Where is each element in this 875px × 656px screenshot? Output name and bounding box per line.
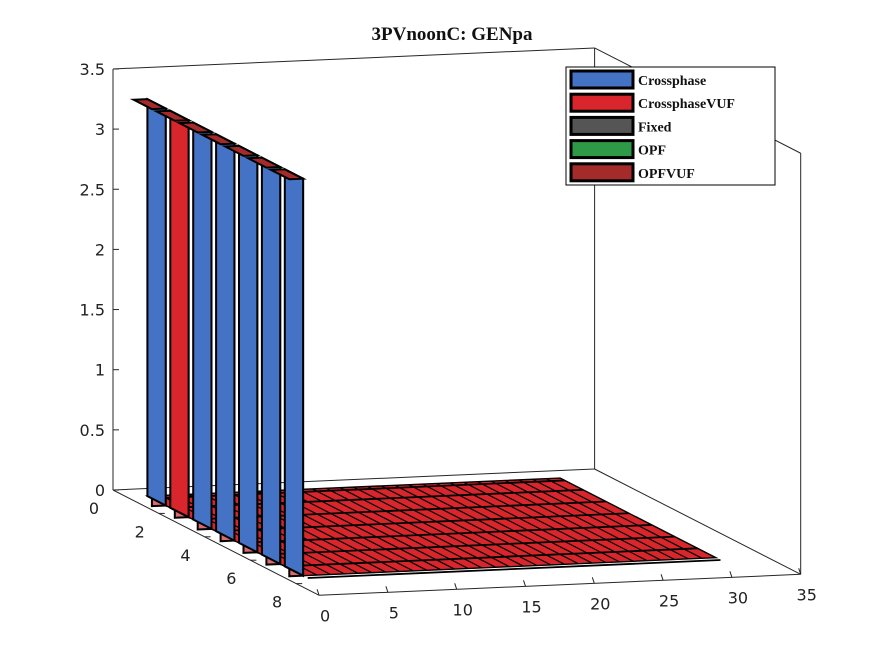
legend-swatch-1 bbox=[569, 92, 635, 113]
floor-col-line-20 bbox=[394, 484, 552, 566]
legend-label-1: CrossphaseVUF bbox=[638, 97, 735, 112]
y-tick-label-4: 8 bbox=[272, 593, 282, 612]
x-tick-label-6: 30 bbox=[728, 588, 748, 607]
y-tick-label-2: 4 bbox=[180, 546, 190, 565]
floor-col-line-22 bbox=[422, 483, 579, 565]
bar-top-row-4 bbox=[198, 133, 239, 146]
floor-col-line-10 bbox=[257, 490, 414, 572]
x-tick-0 bbox=[316, 589, 320, 596]
floor-row-line-7 bbox=[284, 547, 698, 568]
z-tick-label-3: 1.5 bbox=[80, 301, 105, 320]
x-tick-3 bbox=[523, 580, 526, 587]
bar-top-row-2 bbox=[152, 109, 193, 122]
floor-col-line-16 bbox=[339, 487, 497, 568]
y-tick-label-0: 0 bbox=[89, 499, 99, 518]
bar-side-row-5 bbox=[238, 144, 259, 554]
x-tick-6 bbox=[729, 571, 733, 578]
bar-side-row-7 bbox=[283, 167, 305, 578]
bar-surfaces bbox=[129, 97, 721, 579]
bar-side-row-4 bbox=[215, 132, 236, 543]
x-tick-label-3: 15 bbox=[521, 597, 541, 616]
box-front-edge-0 bbox=[319, 573, 801, 596]
legend-label-3: OPF bbox=[638, 144, 666, 159]
y-tick-label-3: 6 bbox=[226, 569, 236, 588]
z-tick-label-5: 2.5 bbox=[80, 180, 105, 199]
bar-side-row-6 bbox=[260, 155, 282, 566]
z-tick-label-2: 1 bbox=[95, 361, 105, 380]
bar-top-row-7 bbox=[267, 168, 307, 181]
floor-col-line-24 bbox=[449, 482, 607, 564]
floor-col-line-28 bbox=[504, 479, 662, 561]
legend-swatch-0 bbox=[569, 69, 635, 90]
bar-top-row-3 bbox=[175, 121, 216, 134]
x-tick-label-0: 0 bbox=[320, 606, 330, 625]
x-tick-label-4: 20 bbox=[590, 594, 610, 613]
box-edge-7 bbox=[112, 489, 320, 596]
floor-col-line-29 bbox=[518, 479, 675, 561]
floor-row-line-8 bbox=[307, 559, 721, 579]
legend-swatch-3 bbox=[569, 139, 635, 160]
box-edge-1 bbox=[112, 47, 595, 70]
x-tick-label-5: 25 bbox=[659, 591, 679, 610]
floor-col-line-26 bbox=[477, 481, 634, 562]
z-tick-label-6: 3 bbox=[95, 120, 105, 139]
x-tick-1 bbox=[385, 586, 389, 593]
x-tick-5 bbox=[660, 574, 664, 581]
x-tick-7 bbox=[798, 568, 802, 575]
axis-ticks bbox=[113, 68, 802, 596]
bar-top-row-5 bbox=[221, 144, 262, 157]
floor-col-line-31 bbox=[546, 478, 703, 559]
floor-col-line-13 bbox=[298, 488, 455, 570]
x-tick-label-2: 10 bbox=[453, 600, 473, 619]
legend-label-2: Fixed bbox=[638, 120, 672, 135]
floor-col-line-30 bbox=[532, 478, 689, 560]
floor-col-line-21 bbox=[408, 484, 565, 565]
legend-label-0: Crossphase bbox=[638, 74, 706, 89]
bar-top-row-1 bbox=[129, 98, 170, 111]
floor-col-line-12 bbox=[284, 489, 441, 571]
floor-row-line-6 bbox=[261, 535, 675, 556]
floor-col-line-25 bbox=[463, 481, 620, 563]
legend: Crossphase CrossphaseVUF Fixed OPF OPFVUF bbox=[565, 66, 776, 186]
floor-col-line-18 bbox=[367, 485, 524, 567]
floor-col-line-14 bbox=[312, 488, 469, 570]
floor-col-line-15 bbox=[325, 487, 483, 569]
bar-side-row-1 bbox=[146, 97, 167, 508]
axes-box-front bbox=[319, 573, 801, 596]
tick-labels: 0 0.5 1 1.5 2 2.5 3 3.5 0 5 10 15 20 25 30 35 0 2 4 6 8 bbox=[80, 60, 817, 625]
box-edge-6 bbox=[594, 468, 801, 575]
x-tick-label-1: 5 bbox=[389, 603, 399, 622]
y-tick-label-1: 2 bbox=[135, 522, 145, 541]
floor-row-line-5 bbox=[238, 524, 652, 544]
legend-swatch-2 bbox=[569, 115, 635, 136]
floor-col-line-23 bbox=[436, 482, 593, 564]
chart-title: 3PVnoonC: GENpa bbox=[372, 24, 533, 45]
z-tick-label-0: 0 bbox=[95, 481, 105, 500]
floor-col-line-17 bbox=[353, 486, 510, 568]
x-tick-2 bbox=[454, 583, 458, 590]
bar-top-row-6 bbox=[244, 156, 285, 169]
x-tick-label-7: 35 bbox=[797, 585, 817, 604]
floor-col-line-19 bbox=[381, 485, 538, 567]
z-tick-label-4: 2 bbox=[95, 240, 105, 259]
z-tick-label-7: 3.5 bbox=[80, 60, 105, 79]
legend-swatch-4 bbox=[569, 162, 635, 183]
bar-side-row-2 bbox=[169, 109, 190, 519]
legend-label-4: OPFVUF bbox=[638, 167, 695, 182]
floor-col-line-27 bbox=[491, 480, 648, 562]
z-tick-label-1: 0.5 bbox=[80, 421, 105, 440]
bar-side-row-3 bbox=[192, 120, 213, 531]
x-tick-4 bbox=[591, 577, 595, 584]
